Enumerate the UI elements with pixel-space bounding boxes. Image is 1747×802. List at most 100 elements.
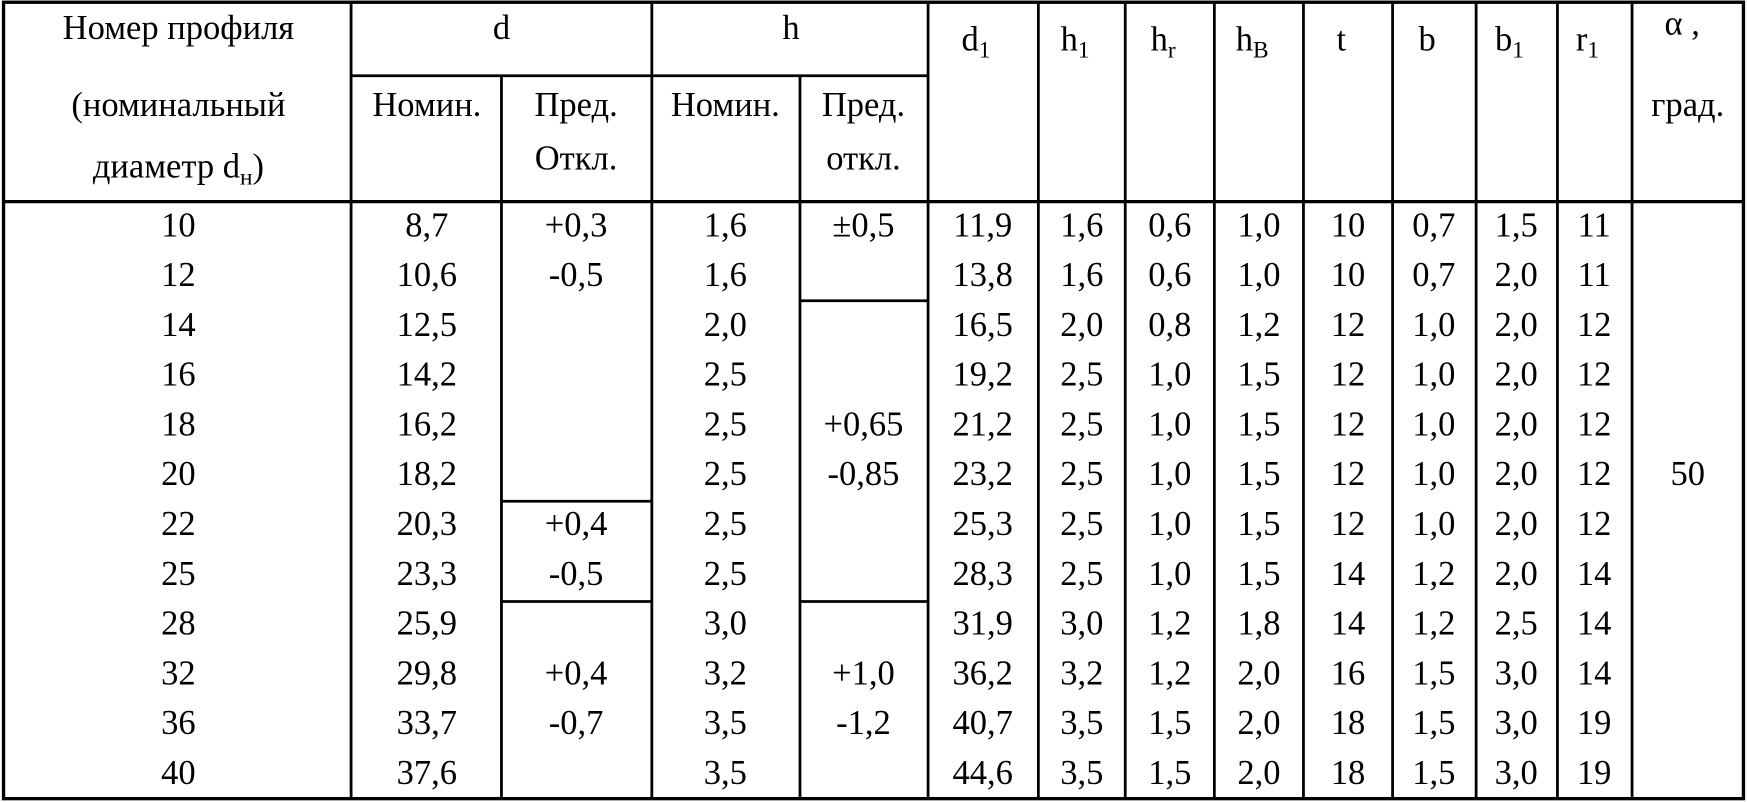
header-cell: Пред. bbox=[534, 86, 617, 124]
table-cell: 1,5 bbox=[1495, 206, 1538, 244]
table-cell: ±0,5 bbox=[832, 206, 894, 244]
header-cell-sub: 1 bbox=[979, 38, 991, 64]
table-cell: 3,0 bbox=[1060, 605, 1103, 643]
table-cell: 2,5 bbox=[704, 555, 747, 593]
table-cell: 1,0 bbox=[1237, 256, 1280, 294]
table-cell: 40 bbox=[161, 754, 196, 792]
table-cell: -1,2 bbox=[836, 704, 891, 742]
table-cell: 1,0 bbox=[1148, 455, 1191, 493]
table-cell: 1,2 bbox=[1148, 605, 1191, 643]
table-cell: 12 bbox=[1577, 306, 1612, 344]
table-cell: 12,5 bbox=[397, 306, 457, 344]
table-cell: 18,2 bbox=[397, 455, 457, 493]
table-cell: 19 bbox=[1577, 704, 1612, 742]
table-cell: 1,5 bbox=[1237, 555, 1280, 593]
header-cell-main: t bbox=[1337, 20, 1347, 58]
table-cell: 12 bbox=[1331, 505, 1366, 543]
table-cell: 2,5 bbox=[1060, 455, 1103, 493]
table-cell: 25,9 bbox=[397, 605, 457, 643]
table-cell: 12 bbox=[1577, 505, 1612, 543]
table-cell: 12 bbox=[1331, 405, 1366, 443]
header-cell: Пред. bbox=[822, 86, 905, 124]
header-cell: α , bbox=[1665, 5, 1700, 43]
header-cell: град. bbox=[1651, 86, 1724, 124]
table-cell: 16,5 bbox=[952, 306, 1012, 344]
header-cell-main: h bbox=[1061, 20, 1078, 58]
header-cell-main: b bbox=[1495, 20, 1512, 58]
header-cell: Номин. bbox=[671, 86, 780, 124]
header-cell-sub: 1 bbox=[1587, 38, 1599, 64]
table-cell: 1,2 bbox=[1237, 306, 1280, 344]
table-cell: 0,7 bbox=[1412, 206, 1455, 244]
table-cell: 20 bbox=[161, 455, 196, 493]
header-cell-main: диаметр d bbox=[93, 147, 240, 185]
table-cell: 0,6 bbox=[1148, 206, 1191, 244]
table-cell: 10,6 bbox=[397, 256, 457, 294]
table-cell: -0,85 bbox=[828, 455, 900, 493]
table-cell: 16 bbox=[161, 356, 196, 394]
table-cell: 13,8 bbox=[952, 256, 1012, 294]
header-cell: hr bbox=[1151, 20, 1176, 63]
table-cell: 1,0 bbox=[1148, 505, 1191, 543]
header-cell-main: h bbox=[1151, 20, 1168, 58]
table-cell: 3,0 bbox=[1495, 704, 1538, 742]
table-cell: 1,5 bbox=[1412, 654, 1455, 692]
header-cell: откл. bbox=[826, 139, 901, 177]
table-cell: 12 bbox=[1331, 306, 1366, 344]
header-cell-sub: 1 bbox=[1512, 38, 1524, 64]
header-cell: b bbox=[1418, 20, 1435, 58]
table-cell: 28,3 bbox=[952, 555, 1012, 593]
table-cell: 1,5 bbox=[1237, 455, 1280, 493]
table-cell: 12 bbox=[1577, 356, 1612, 394]
table-cell: 32 bbox=[161, 654, 196, 692]
table-cell: 14 bbox=[161, 306, 196, 344]
table-cell: 12 bbox=[1577, 405, 1612, 443]
table-cell: 3,0 bbox=[1495, 654, 1538, 692]
header-cell: r1 bbox=[1576, 20, 1599, 63]
table-cell: 23,3 bbox=[397, 555, 457, 593]
table-cell: 1,5 bbox=[1237, 405, 1280, 443]
table-cell: 23,2 bbox=[952, 455, 1012, 493]
table-cell: 2,0 bbox=[1060, 306, 1103, 344]
header-cell-main: d bbox=[962, 20, 979, 58]
table-cell: 19 bbox=[1577, 754, 1612, 792]
table-cell: 29,8 bbox=[397, 654, 457, 692]
header-cell: hВ bbox=[1236, 20, 1269, 63]
table-cell: 14 bbox=[1331, 555, 1366, 593]
table-cell: 25 bbox=[161, 555, 196, 593]
table-cell: 3,5 bbox=[704, 704, 747, 742]
table-cell: 14 bbox=[1577, 555, 1612, 593]
table-cell: 3,5 bbox=[1060, 704, 1103, 742]
table-cell: 16,2 bbox=[397, 405, 457, 443]
table-cell: 1,2 bbox=[1148, 654, 1191, 692]
table-cell: 2,5 bbox=[1060, 555, 1103, 593]
header-cell: h bbox=[782, 9, 799, 47]
table-cell: 2,0 bbox=[1495, 306, 1538, 344]
table-cell: 33,7 bbox=[397, 704, 457, 742]
table-cell: 1,0 bbox=[1412, 455, 1455, 493]
table-cell: 2,0 bbox=[1495, 505, 1538, 543]
header-cell-sub: 1 bbox=[1078, 38, 1090, 64]
table-cell: 0,7 bbox=[1412, 256, 1455, 294]
header-cell: (номинальный bbox=[71, 86, 285, 124]
table-cell: 2,5 bbox=[704, 505, 747, 543]
table-cell: 1,5 bbox=[1237, 356, 1280, 394]
table-cell: -0,5 bbox=[549, 256, 604, 294]
table-cell: 11 bbox=[1578, 256, 1611, 294]
header-cell-sub: н bbox=[240, 165, 253, 191]
table-cell: 12 bbox=[161, 256, 196, 294]
header-cell-main: h bbox=[1236, 20, 1253, 58]
table-cell: 44,6 bbox=[952, 754, 1012, 792]
table-cell: 22 bbox=[161, 505, 196, 543]
table-cell: 2,5 bbox=[1060, 505, 1103, 543]
table-cell: 3,2 bbox=[1060, 654, 1103, 692]
table-cell: +0,4 bbox=[545, 654, 608, 692]
table-cell: 36,2 bbox=[952, 654, 1012, 692]
table-cell: 2,5 bbox=[704, 356, 747, 394]
table-cell: 1,0 bbox=[1237, 206, 1280, 244]
table-cell: 21,2 bbox=[952, 405, 1012, 443]
table-cell: 1,0 bbox=[1412, 356, 1455, 394]
header-cell-main: b bbox=[1418, 20, 1435, 58]
table-cell: 11,9 bbox=[953, 206, 1012, 244]
